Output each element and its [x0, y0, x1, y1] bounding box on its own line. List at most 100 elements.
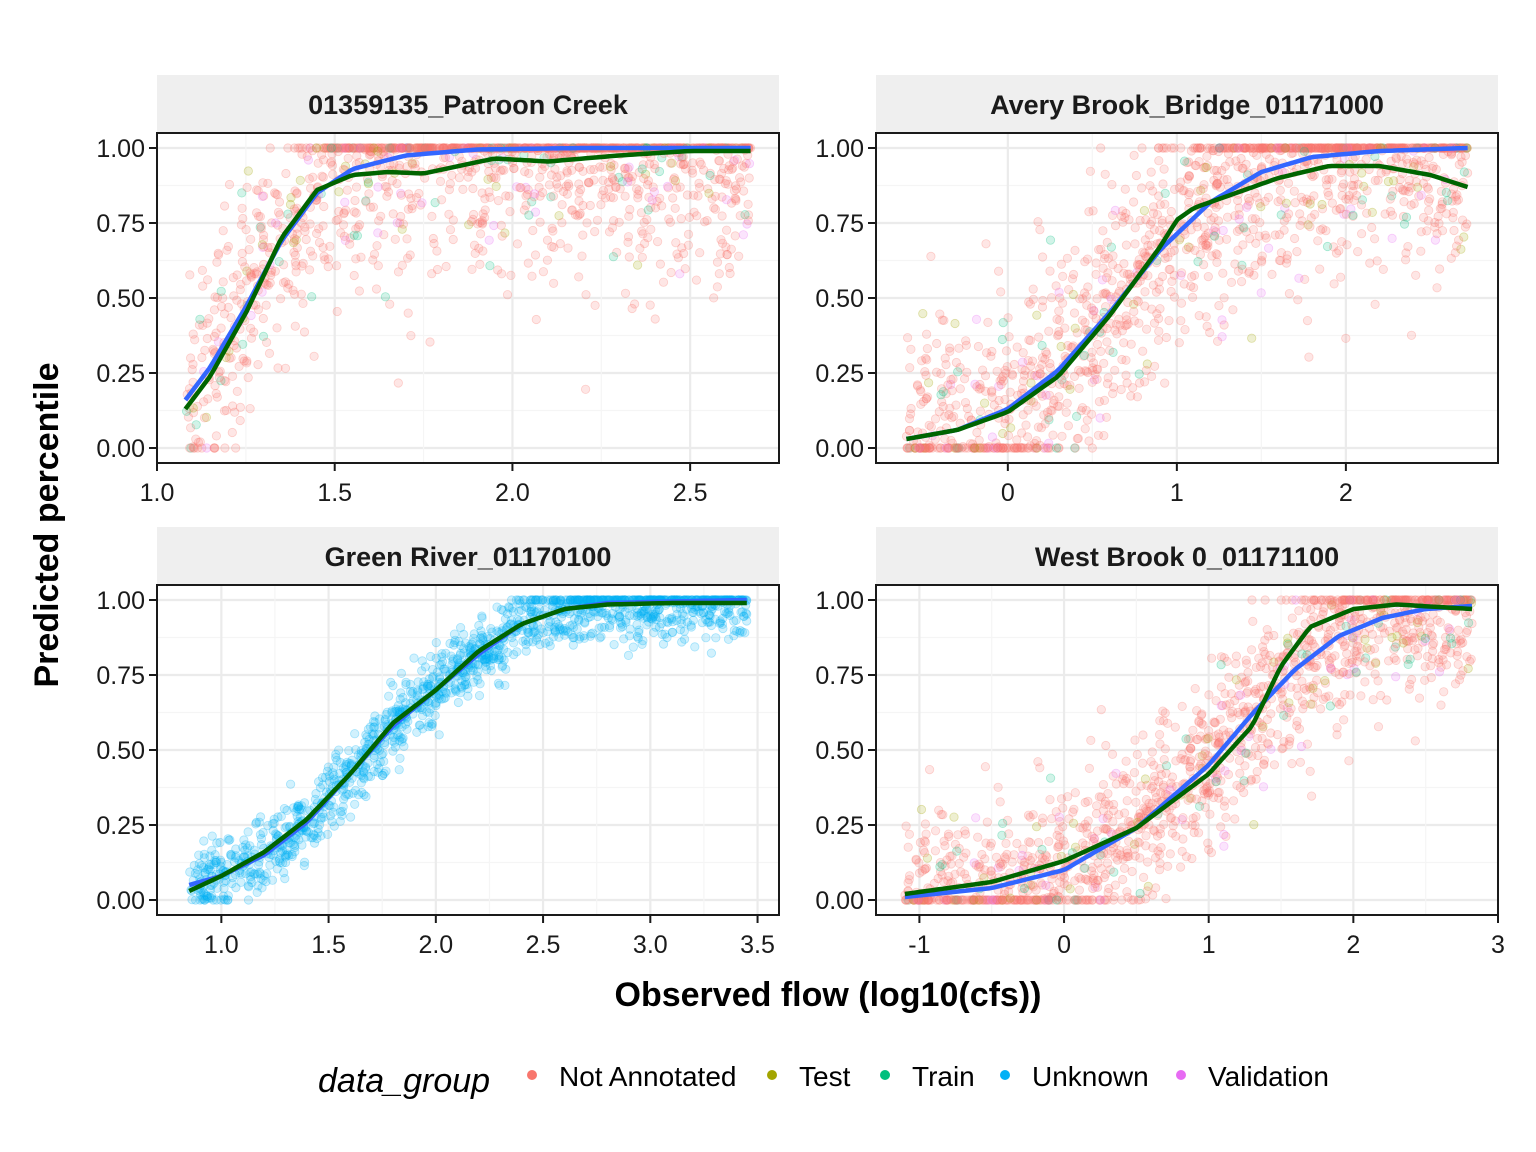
y-tick-label: 0.25: [96, 360, 145, 388]
scatter-point: [1203, 208, 1213, 218]
scatter-point: [983, 443, 993, 453]
scatter-point: [1352, 191, 1362, 201]
scatter-point: [989, 400, 999, 410]
scatter-point: [256, 873, 266, 884]
scatter-point: [548, 278, 559, 288]
scatter-point: [1163, 252, 1173, 262]
scatter-point: [548, 596, 558, 607]
scatter-point: [477, 216, 487, 226]
scatter-point: [1241, 143, 1251, 153]
scatter-point: [434, 672, 444, 682]
scatter-point: [366, 147, 376, 157]
scatter-point: [922, 343, 933, 354]
scatter-point: [262, 869, 272, 879]
scatter-point: [1425, 194, 1435, 204]
y-tick-label: 0.75: [815, 210, 864, 238]
scatter-point: [324, 771, 334, 781]
scatter-point: [967, 895, 977, 905]
scatter-point: [1099, 254, 1110, 264]
scatter-point: [1278, 694, 1288, 704]
scatter-point: [937, 315, 948, 325]
scatter-point: [1310, 143, 1321, 153]
scatter-point: [1159, 164, 1169, 174]
scatter-point: [397, 143, 408, 153]
scatter-point: [373, 261, 383, 271]
scatter-point: [705, 617, 715, 627]
scatter-point: [268, 850, 278, 860]
scatter-point: [404, 189, 414, 199]
scatter-point: [534, 604, 545, 614]
scatter-point: [434, 730, 444, 740]
scatter-point: [722, 250, 732, 260]
scatter-point: [435, 660, 445, 670]
facet-strip: [157, 527, 779, 585]
scatter-point: [603, 613, 613, 623]
scatter-point: [355, 143, 365, 153]
scatter-point: [475, 259, 485, 269]
scatter-point: [327, 143, 337, 153]
scatter-point: [392, 179, 402, 189]
scatter-point: [1198, 240, 1208, 250]
scatter-point: [729, 155, 740, 165]
scatter-point: [485, 192, 495, 202]
scatter-point: [1395, 182, 1405, 193]
scatter-point: [1202, 161, 1213, 171]
scatter-point: [398, 733, 408, 743]
scatter-point: [403, 143, 413, 153]
scatter-point: [693, 191, 703, 201]
scatter-point: [526, 606, 536, 617]
scatter-point: [556, 612, 567, 622]
scatter-point: [1144, 246, 1154, 256]
y-tick-label: 0.00: [815, 435, 864, 463]
y-tick-label: 0.50: [96, 737, 145, 765]
scatter-point: [1451, 192, 1461, 202]
scatter-point: [1256, 202, 1266, 212]
scatter-point: [531, 595, 541, 605]
scatter-point: [350, 729, 360, 739]
scatter-point: [545, 616, 555, 627]
scatter-point: [688, 615, 698, 626]
scatter-point: [387, 176, 397, 186]
scatter-point: [998, 376, 1009, 386]
scatter-point: [263, 820, 273, 831]
scatter-point: [412, 143, 422, 153]
scatter-point: [323, 143, 333, 153]
scatter-point: [219, 894, 229, 904]
scatter-point: [1218, 268, 1228, 278]
scatter-point: [710, 614, 720, 624]
scatter-point: [724, 161, 734, 171]
scatter-point: [396, 668, 406, 679]
scatter-point: [1431, 164, 1441, 174]
scatter-point: [1399, 219, 1410, 229]
scatter-point: [590, 300, 600, 310]
scatter-point: [1102, 825, 1112, 835]
scatter-point: [936, 368, 946, 379]
scatter-point: [350, 799, 360, 809]
scatter-point: [512, 647, 522, 657]
scatter-point: [461, 672, 471, 682]
scatter-point: [195, 314, 205, 324]
scatter-point: [607, 173, 618, 183]
scatter-point: [1184, 188, 1195, 198]
scatter-point: [474, 243, 484, 253]
scatter-point: [1114, 286, 1125, 296]
scatter-point: [525, 595, 536, 605]
scatter-point: [1054, 401, 1064, 411]
scatter-point: [1141, 215, 1151, 225]
scatter-point: [444, 185, 454, 195]
scatter-point: [1219, 175, 1229, 185]
scatter-point: [1214, 737, 1225, 747]
scatter-point: [477, 188, 487, 198]
scatter-point: [1311, 143, 1321, 153]
scatter-point: [401, 143, 411, 153]
scatter-point: [530, 207, 541, 217]
scatter-point: [342, 185, 352, 195]
scatter-point: [237, 248, 247, 258]
scatter-point: [473, 667, 483, 677]
scatter-point: [577, 595, 588, 605]
scatter-point: [435, 176, 446, 186]
scatter-point: [633, 633, 643, 643]
scatter-point: [1315, 264, 1325, 274]
scatter-point: [1313, 143, 1324, 153]
scatter-point: [638, 606, 648, 616]
